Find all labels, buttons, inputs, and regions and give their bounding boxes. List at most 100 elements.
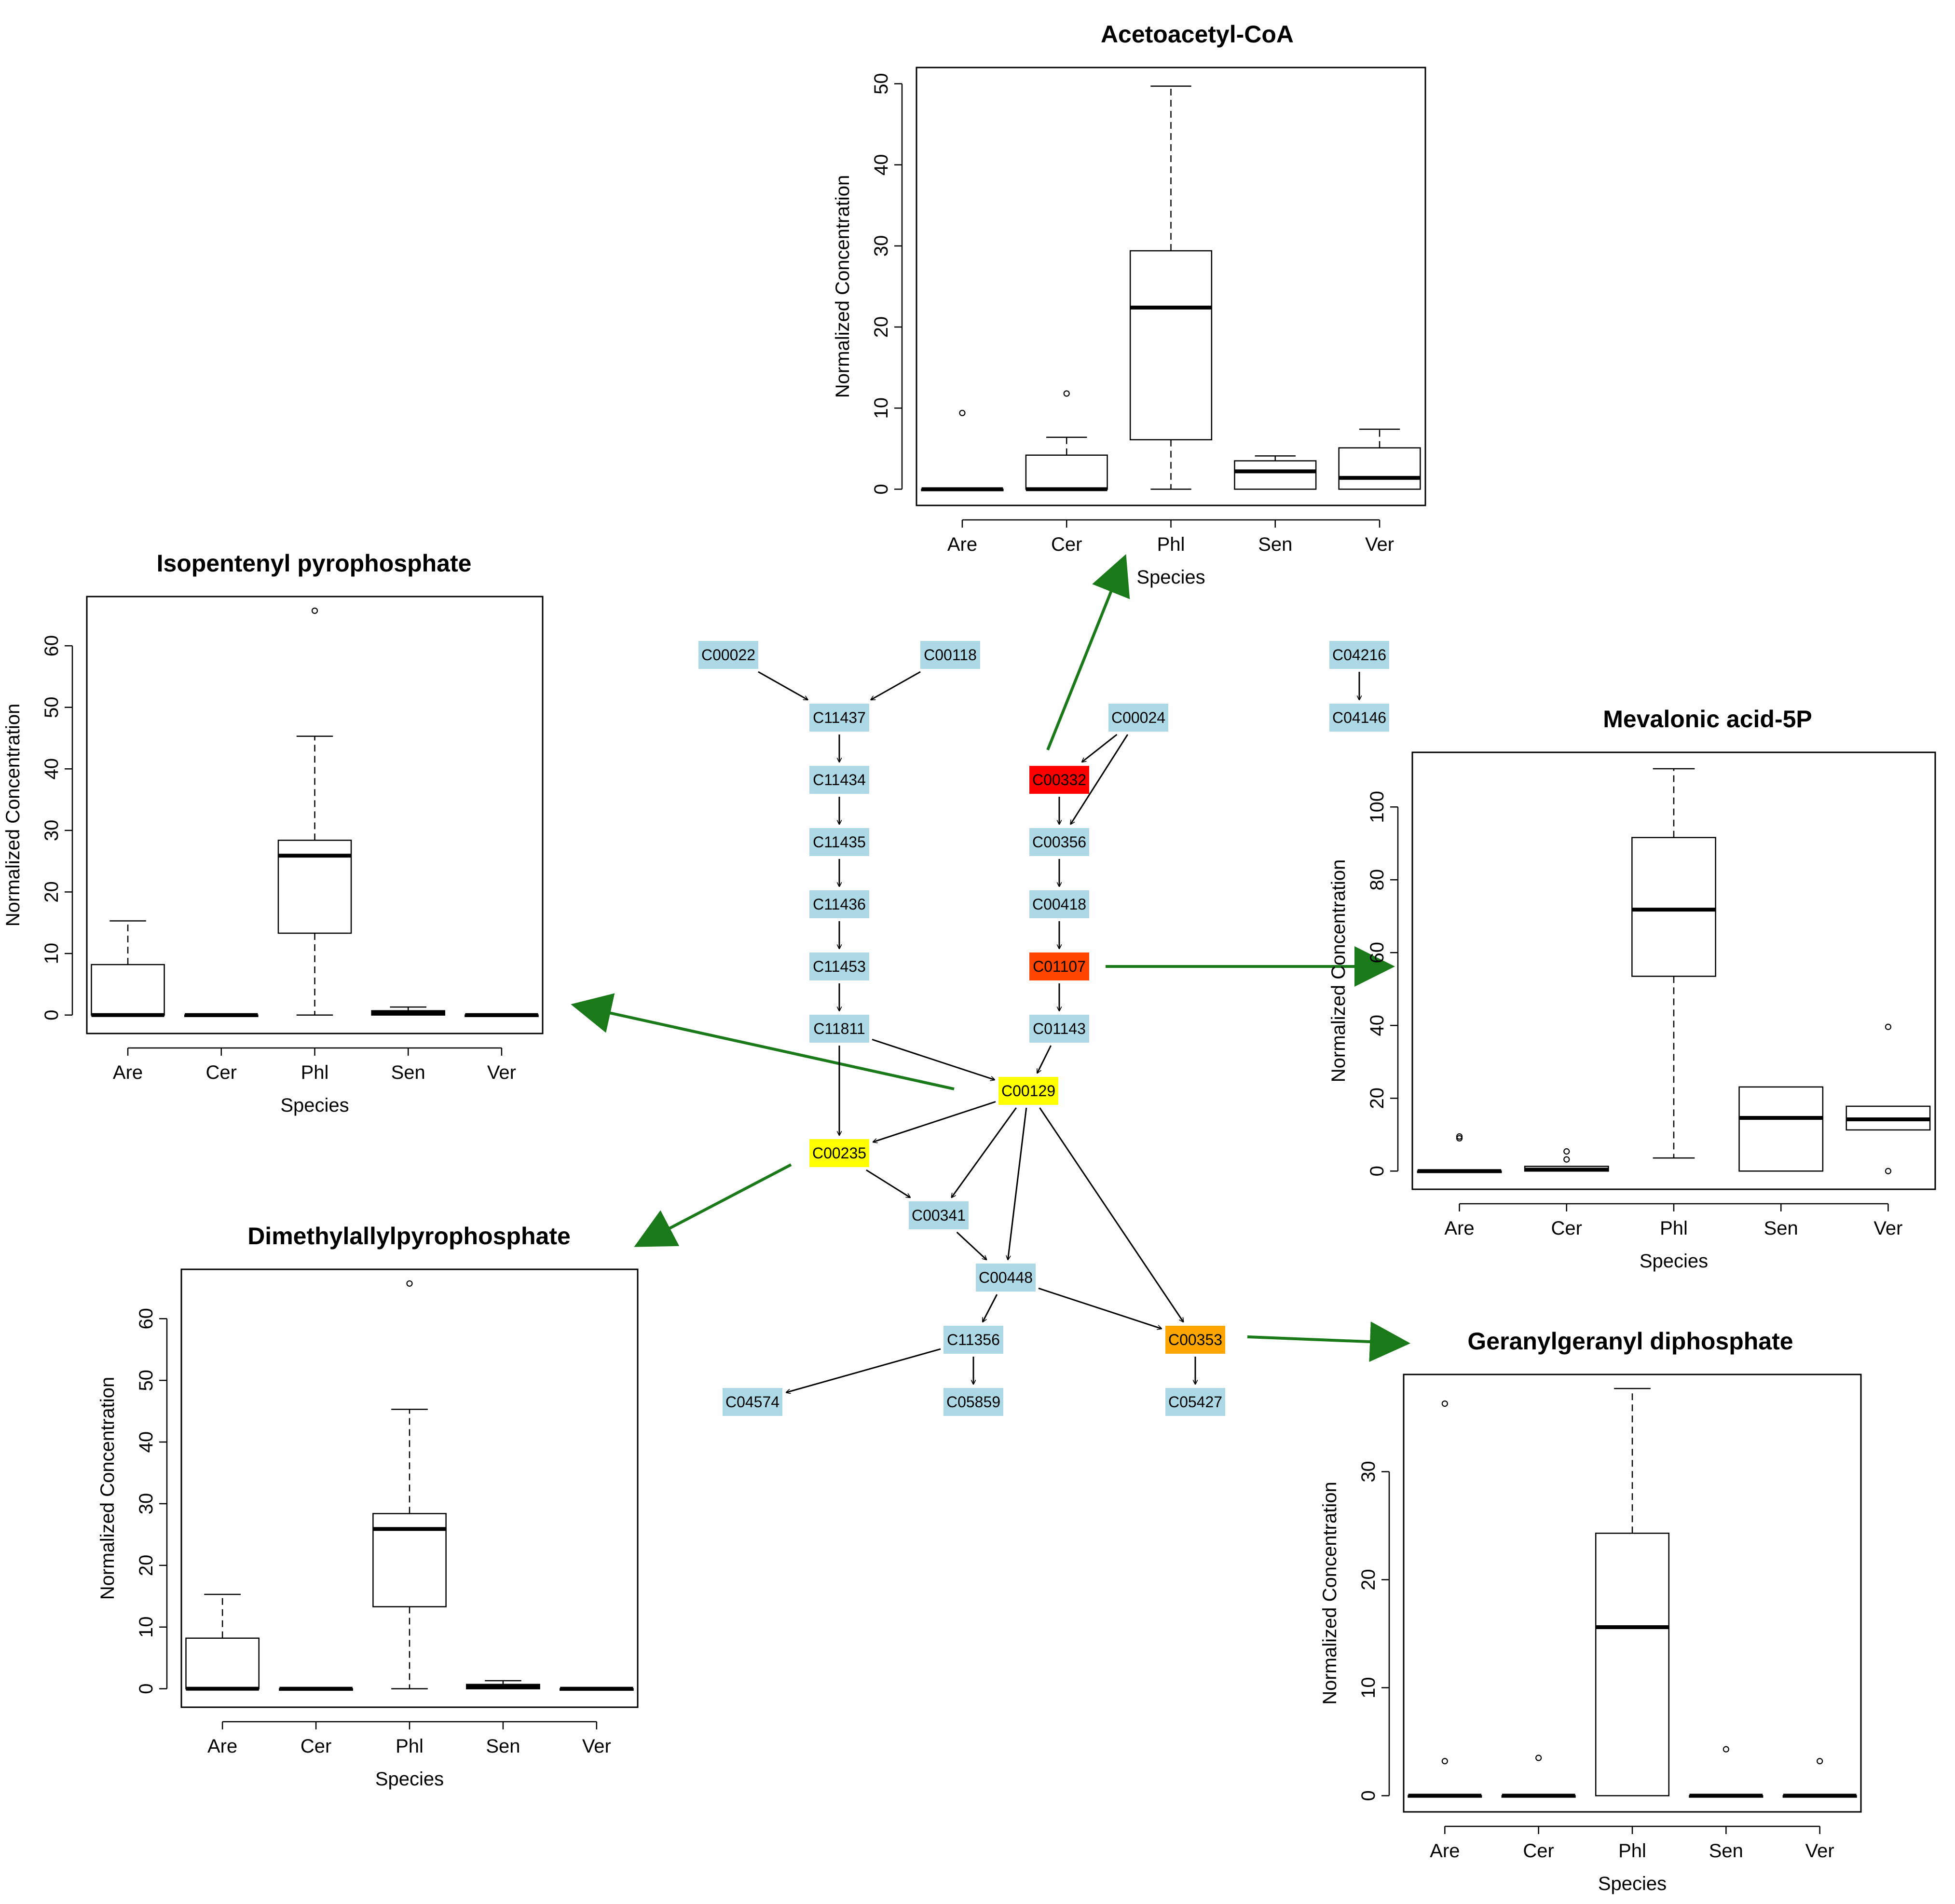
node-box [1029, 890, 1089, 918]
node-c11434: C11434 [809, 766, 869, 794]
node-label: C00448 [979, 1269, 1033, 1286]
node-label: C11437 [813, 709, 866, 726]
y-tick-label: 10 [871, 397, 892, 419]
y-tick-label: 0 [1358, 1790, 1379, 1801]
x-tick-label-sen: Sen [391, 1062, 425, 1083]
edge-c00448-c11356 [982, 1294, 998, 1322]
box-phl [372, 1280, 447, 1689]
x-tick-label-are: Are [207, 1736, 237, 1757]
node-c00418: C00418 [1029, 890, 1089, 918]
y-tick-label: 50 [41, 696, 62, 718]
node-label: C00235 [812, 1144, 866, 1162]
box-cer [1501, 1754, 1576, 1798]
box-phl [277, 607, 352, 1016]
node-c00341: C00341 [909, 1201, 969, 1229]
x-tick-label-ver: Ver [1873, 1218, 1902, 1239]
node-label: C04574 [725, 1393, 779, 1411]
edge-c00129-c00235 [873, 1101, 996, 1142]
x-axis-label: Species [1640, 1251, 1708, 1272]
y-tick-label: 20 [1367, 1088, 1388, 1109]
node-c11811: C11811 [809, 1015, 869, 1043]
pathway-edges [758, 671, 1359, 1392]
y-tick-label: 100 [1367, 791, 1388, 823]
x-axis-label: Species [1598, 1873, 1667, 1894]
node-box [1108, 704, 1168, 732]
node-label: C04146 [1332, 709, 1386, 726]
y-tick-label: 60 [1367, 942, 1388, 964]
node-box [809, 766, 869, 794]
y-axis-label: Normalized Concentration [97, 1377, 118, 1600]
y-tick-label: 20 [136, 1555, 157, 1577]
y-tick-label: 30 [136, 1493, 157, 1515]
node-box [1165, 1326, 1225, 1354]
y-axis-label: Normalized Concentration [1328, 859, 1349, 1082]
x-tick-label-phl: Phl [1157, 534, 1185, 555]
outlier-point [311, 607, 318, 614]
y-tick-label: 40 [1367, 1015, 1388, 1036]
node-box [943, 1326, 1003, 1354]
outlier-point [1441, 1758, 1448, 1765]
y-tick-label: 40 [41, 758, 62, 780]
box-iqr [1631, 837, 1716, 977]
x-tick-label-ver: Ver [1365, 534, 1394, 555]
box-iqr [1738, 1086, 1824, 1172]
box-iqr [185, 1637, 260, 1689]
node-box [723, 1388, 782, 1416]
node-label: C00341 [912, 1207, 966, 1224]
node-box [809, 890, 869, 918]
box-phl [1129, 85, 1213, 490]
y-tick-label: 10 [136, 1616, 157, 1638]
box-ver [1782, 1758, 1857, 1798]
edge-c00448-c00353 [1038, 1287, 1162, 1329]
node-c11356: C11356 [943, 1326, 1003, 1354]
plot-frame [180, 1268, 639, 1708]
node-label: C05427 [1168, 1393, 1222, 1411]
node-label: C00353 [1168, 1331, 1222, 1348]
box-are [1408, 1400, 1482, 1798]
x-tick-label-are: Are [947, 534, 977, 555]
edge-c00024-c00332 [1082, 734, 1118, 762]
node-label: C11435 [813, 833, 866, 851]
y-tick-label: 30 [1358, 1461, 1379, 1482]
box-sen [1738, 1086, 1824, 1172]
node-c00129: C00129 [998, 1077, 1058, 1105]
x-tick-label-ver: Ver [487, 1062, 516, 1083]
edge-c00022-c11437 [758, 671, 808, 700]
node-label: C04216 [1332, 646, 1386, 664]
node-box [809, 1015, 869, 1043]
node-c01107: C01107 [1029, 952, 1089, 980]
x-tick-label-are: Are [1444, 1218, 1474, 1239]
box-are [1417, 1133, 1502, 1173]
box-cer [279, 1686, 353, 1691]
node-label: C01143 [1033, 1020, 1086, 1037]
node-box [1029, 1015, 1089, 1043]
edge-c00129-c00448 [1008, 1107, 1027, 1260]
link-arrow-c00353-to-geranylgeranyl-diphosphate [1247, 1321, 1410, 1362]
outlier-point [1723, 1746, 1729, 1753]
plot-title: Dimethylallylpyrophosphate [247, 1223, 571, 1250]
x-tick-label-sen: Sen [1709, 1840, 1743, 1862]
node-box [1029, 828, 1089, 856]
node-c04216: C04216 [1329, 641, 1389, 669]
edge-c11811-c00129 [872, 1038, 995, 1080]
x-tick-label-ver: Ver [582, 1736, 611, 1757]
node-c00022: C00022 [698, 641, 758, 669]
boxplot-dimethylallylpyrophosphate: Dimethylallylpyrophosphate 0 10 20 30 40 50 60 N… [97, 1223, 639, 1790]
edge-c00235-c00341 [866, 1169, 910, 1197]
node-c11435: C11435 [809, 828, 869, 856]
box-iqr [1129, 250, 1213, 441]
node-label: C00118 [924, 646, 977, 664]
outlier-point [959, 409, 966, 416]
node-c00448: C00448 [976, 1264, 1036, 1292]
node-label: C00022 [701, 646, 755, 664]
node-c11437: C11437 [809, 704, 869, 732]
plot-frame [86, 596, 544, 1034]
box-cer [1025, 390, 1108, 491]
node-c11453: C11453 [809, 952, 869, 980]
box-phl [1595, 1387, 1670, 1796]
node-c01143: C01143 [1029, 1015, 1089, 1043]
x-tick-label-are: Are [113, 1062, 143, 1083]
boxplot-mevalonic-acid-5p: Mevalonic acid-5P 0 20 40 60 80 100 Normalized … [1328, 706, 1936, 1272]
link-arrow-c00129-to-isopentenyl-pyrophosphate [571, 993, 955, 1090]
y-axis-label: Normalized Concentration [2, 704, 24, 926]
